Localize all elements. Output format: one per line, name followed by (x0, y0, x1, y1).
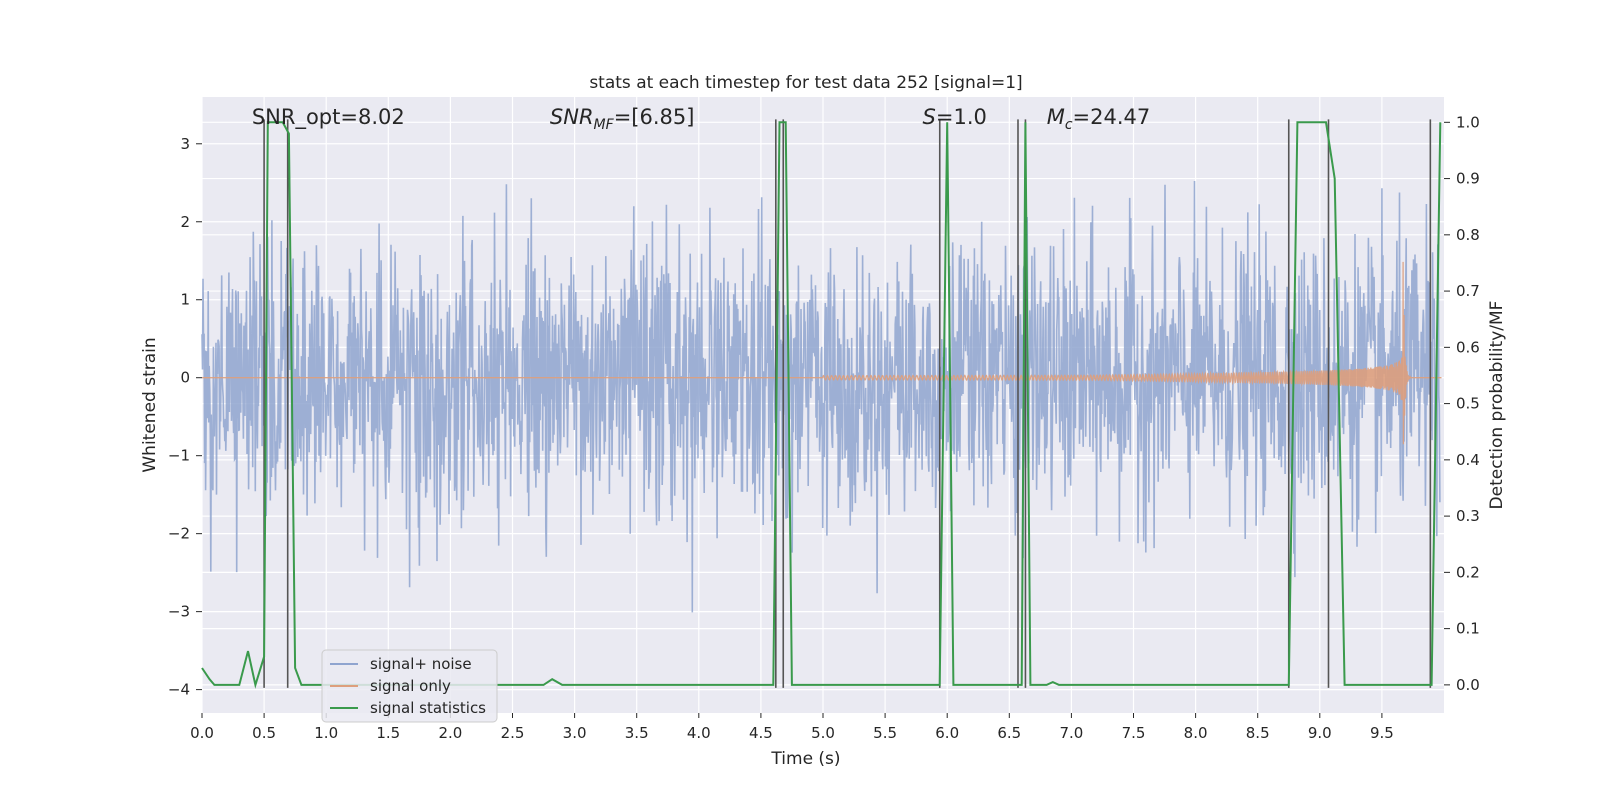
annotation-value: =1.0 (936, 105, 987, 129)
annotation-base: M (1047, 105, 1065, 129)
signal-plus-noise-line (201, 180, 1441, 613)
x-tick-label: 0.5 (252, 724, 276, 742)
x-tick-label: 5.0 (811, 724, 835, 742)
x-tick-label: 8.0 (1184, 724, 1208, 742)
x-tick-label: 2.5 (501, 724, 525, 742)
y-tick-label: −1 (168, 447, 190, 465)
x-tick-label: 1.0 (314, 724, 338, 742)
y2-tick-label: 0.3 (1456, 507, 1480, 525)
legend-label: signal+ noise (370, 655, 472, 673)
chart-title: stats at each timestep for test data 252… (589, 73, 1022, 93)
legend-label: signal only (370, 677, 451, 695)
y2-tick-label: 0.4 (1456, 451, 1480, 469)
y-axis-ticks: 3 2 1 0 −1 −2 −3 −4 (168, 135, 202, 699)
y-tick-label: −2 (168, 525, 190, 543)
y2-tick-label: 0.0 (1456, 676, 1480, 694)
annotation-subscript: c (1065, 117, 1073, 133)
y-axis-label: Whitened strain (140, 337, 160, 472)
y-tick-label: 3 (180, 135, 190, 153)
annotations: SNR_opt=8.02 SNRMF=[6.85] S=1.0 Mc=24.47 (252, 105, 1150, 133)
y-tick-label: −4 (168, 681, 190, 699)
y2-tick-label: 0.9 (1456, 170, 1480, 188)
x-tick-label: 9.0 (1308, 724, 1332, 742)
x-tick-label: 8.5 (1246, 724, 1270, 742)
x-tick-label: 0.0 (190, 724, 214, 742)
annotation: SNR_opt=8.02 (252, 105, 405, 130)
annotation-value: =[6.85] (614, 105, 695, 129)
x-axis-label: Time (s) (770, 749, 840, 769)
x-tick-label: 1.5 (376, 724, 400, 742)
x-tick-label: 9.5 (1370, 724, 1394, 742)
legend: signal+ noise signal only signal statistic… (321, 649, 498, 723)
x-axis-ticks: 0.0 0.5 1.0 1.5 2.0 2.5 3.0 3.5 4.0 4.5 5.0 5.5 6.0 6… (190, 713, 1394, 742)
y-tick-label: 0 (180, 369, 190, 387)
x-tick-label: 6.5 (997, 724, 1021, 742)
annotation: S=1.0 (923, 105, 987, 129)
y-tick-label: 2 (180, 213, 190, 231)
x-tick-label: 2.0 (438, 724, 462, 742)
y-tick-label: 1 (180, 291, 190, 309)
annotation-base: S (923, 105, 936, 129)
annotation-subscript: MF (594, 117, 615, 133)
series-signal-plus-noise (201, 180, 1441, 613)
series-signal-statistics (201, 121, 1442, 689)
legend-box (321, 649, 498, 723)
annotation-value: =24.47 (1073, 105, 1151, 129)
y2-axis-label: Detection probability/MF (1487, 301, 1507, 510)
x-tick-label: 3.0 (563, 724, 587, 742)
annotation: SNRMF=[6.85] (550, 105, 695, 133)
annotation: Mc=24.47 (1047, 105, 1151, 133)
y2-tick-label: 0.8 (1456, 226, 1480, 244)
y2-tick-label: 1.0 (1456, 113, 1480, 131)
x-tick-label: 3.5 (625, 724, 649, 742)
x-tick-label: 7.0 (1059, 724, 1083, 742)
signal-only-line (202, 261, 1442, 445)
y2-tick-label: 0.5 (1456, 395, 1480, 413)
x-tick-label: 7.5 (1122, 724, 1146, 742)
y2-tick-label: 0.2 (1456, 563, 1480, 581)
x-tick-label: 5.5 (873, 724, 897, 742)
y2-tick-label: 0.6 (1456, 338, 1480, 356)
y-tick-label: −3 (168, 603, 190, 621)
x-tick-label: 6.0 (935, 724, 959, 742)
y2-tick-label: 0.1 (1456, 620, 1480, 638)
y2-axis-ticks: 1.0 0.9 0.8 0.7 0.6 0.5 0.4 0.3 0.2 0.1 0.0 (1444, 113, 1480, 694)
y2-tick-label: 0.7 (1456, 282, 1480, 300)
x-tick-label: 4.5 (749, 724, 773, 742)
x-tick-label: 4.0 (687, 724, 711, 742)
annotation-base: SNR (550, 105, 594, 129)
legend-label: signal statistics (370, 699, 486, 717)
signal-statistics-line (201, 121, 1442, 689)
series-signal-only (202, 261, 1442, 445)
